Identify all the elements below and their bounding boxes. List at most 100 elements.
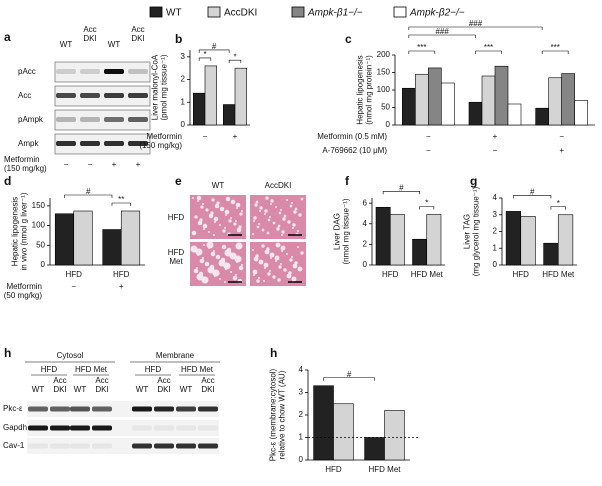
lane-label: DKI	[53, 385, 66, 394]
blot-band	[198, 425, 218, 431]
tissue-vacuole	[196, 267, 198, 269]
tissue-vacuole	[193, 268, 199, 274]
blot-band	[104, 69, 124, 74]
column-label: WT	[212, 181, 225, 190]
tissue-vacuole	[198, 271, 204, 277]
tissue-vacuole	[203, 244, 205, 246]
tissue-vacuole	[219, 278, 221, 280]
tissue-vacuole	[281, 250, 283, 252]
tissue-vacuole	[287, 220, 291, 224]
blot-band	[128, 141, 148, 146]
bar	[468, 101, 483, 126]
treatment-label: A-769662 (10 μM)	[322, 146, 387, 155]
y-tick-label: 1	[181, 97, 186, 106]
group-label: HFD Met	[181, 365, 214, 374]
tissue-vacuole	[252, 269, 258, 275]
bar	[481, 75, 496, 126]
row-label: Ampk	[18, 139, 39, 148]
blot-band	[70, 443, 90, 449]
lane-label: Acc	[83, 25, 96, 34]
significance-bracket	[541, 50, 569, 54]
x-tick-label: HFD	[66, 270, 83, 279]
x-tick-label: HFD	[113, 270, 130, 279]
tissue-vacuole	[224, 281, 226, 283]
tissue-vacuole	[235, 274, 237, 276]
bar	[415, 73, 429, 126]
significance-bracket	[198, 57, 212, 61]
treatment-label: Metformin	[146, 132, 182, 141]
lane-label: Acc	[131, 25, 144, 34]
panel-letter: a	[4, 30, 11, 44]
tissue-vacuole	[276, 227, 280, 231]
blot-band	[56, 69, 76, 74]
tissue-vacuole	[278, 211, 282, 215]
bar	[389, 214, 405, 266]
tissue-vacuole	[208, 213, 214, 219]
treatment-value: −	[88, 160, 93, 169]
blot-band	[176, 406, 196, 412]
blot-band	[154, 443, 174, 449]
treatment-value: −	[426, 146, 431, 155]
tissue-vacuole	[283, 214, 287, 218]
lane-label: Acc	[53, 376, 66, 385]
lane-label: WT	[74, 385, 87, 394]
x-tick-label: HFD	[325, 465, 342, 474]
treatment-value: −	[493, 146, 498, 155]
treatment-value: −	[559, 132, 564, 141]
panel-letter: f	[345, 174, 350, 188]
tissue-vacuole	[212, 269, 220, 277]
tissue-vacuole	[228, 219, 232, 223]
tissue-vacuole	[269, 270, 271, 272]
tissue-vacuole	[203, 228, 205, 230]
tissue-vacuole	[277, 278, 281, 282]
significance-bracket	[408, 34, 476, 38]
tissue-vacuole	[266, 231, 270, 235]
row-label: pAmpk	[18, 115, 44, 124]
significance-label: #	[347, 370, 352, 379]
bar	[375, 206, 391, 266]
y-tick-label: 0	[41, 260, 46, 269]
tissue-vacuole	[269, 216, 271, 218]
tissue-vacuole	[255, 254, 259, 258]
bar	[54, 213, 75, 266]
treatment-value: −	[64, 160, 69, 169]
tissue-vacuole	[280, 209, 282, 211]
bar	[313, 385, 334, 461]
tissue-vacuole	[298, 213, 302, 217]
lane-label: Acc	[201, 376, 214, 385]
bar	[204, 65, 217, 126]
significance-label: *	[557, 199, 560, 208]
x-tick-label: HFD	[513, 270, 530, 279]
row-label: Met	[169, 257, 183, 266]
tissue-vacuole	[235, 220, 237, 222]
tissue-vacuole	[238, 265, 244, 271]
blot-band	[176, 425, 196, 431]
tissue-vacuole	[286, 273, 292, 279]
tissue-vacuole	[300, 197, 304, 201]
treatment-value: +	[136, 160, 141, 169]
tissue-vacuole	[258, 259, 264, 265]
row-label: HFD	[168, 248, 185, 257]
tissue-vacuole	[205, 208, 209, 212]
tissue-vacuole	[297, 246, 299, 248]
tissue-vacuole	[255, 200, 259, 204]
treatment-value: +	[119, 282, 124, 291]
blot-band	[132, 443, 152, 449]
tissue-vacuole	[235, 242, 243, 250]
tissue-vacuole	[292, 223, 296, 227]
panel-letter: b	[175, 32, 182, 46]
y-tick-label: 2	[493, 227, 498, 236]
tissue-vacuole	[225, 214, 227, 216]
blot-band	[28, 443, 48, 449]
tissue-vacuole	[289, 204, 293, 208]
tissue-vacuole	[261, 244, 265, 248]
y-tick-label: 3	[181, 52, 186, 61]
group-label: HFD	[145, 365, 162, 374]
tissue-vacuole	[234, 255, 242, 263]
tissue-vacuole	[286, 253, 288, 255]
tissue-vacuole	[280, 245, 286, 251]
tissue-vacuole	[219, 206, 225, 212]
blot-band	[70, 425, 90, 431]
tissue-vacuole	[230, 217, 232, 219]
